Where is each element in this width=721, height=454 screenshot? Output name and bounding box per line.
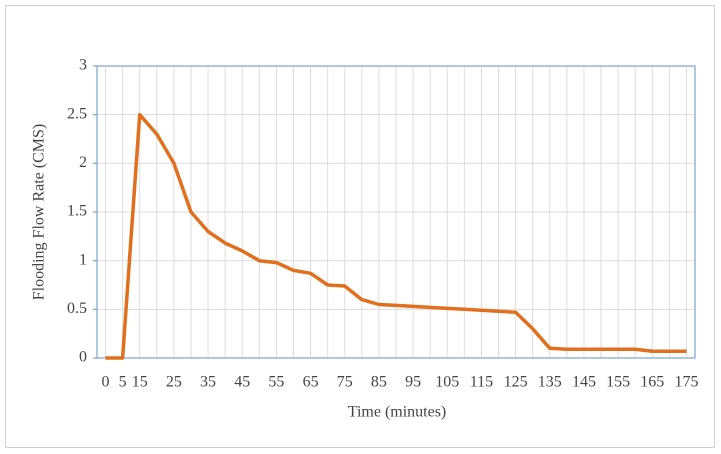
data-line [105,112,687,360]
x-tick-label: 125 [504,374,528,391]
x-tick-label: 5 [119,374,127,391]
y-tick-label: 0.5 [67,300,87,317]
x-tick-label: 145 [572,374,596,391]
y-tick-label: 1.5 [67,203,87,220]
y-tick-label: 2 [79,154,87,171]
x-tick-label: 95 [405,374,421,391]
x-tick-label: 75 [337,374,353,391]
x-tick-label: 105 [435,374,459,391]
y-tick-label: 3 [79,57,87,74]
x-tick-label: 155 [606,374,630,391]
x-tick-label: 45 [234,374,250,391]
x-tick-label: 35 [200,374,216,391]
x-tick-label: 25 [166,374,182,391]
x-tick-label: 85 [371,374,387,391]
x-axis-title: Time (minutes) [348,404,447,421]
y-axis-title: Flooding Flow Rate (CMS) [31,124,48,300]
chart-frame [5,5,715,448]
y-tick-label: 0 [79,349,87,366]
plot-border [96,65,696,359]
x-tick-label: 55 [268,374,284,391]
x-tick-label: 115 [470,374,493,391]
x-tick-label: 0 [102,374,110,391]
x-tick-label: 175 [674,374,698,391]
y-tick-label: 2.5 [67,105,87,122]
x-tick-label: 15 [132,374,148,391]
x-tick-label: 135 [538,374,562,391]
y-tick-label: 1 [79,251,87,268]
x-tick-label: 165 [640,374,664,391]
x-tick-label: 65 [303,374,319,391]
